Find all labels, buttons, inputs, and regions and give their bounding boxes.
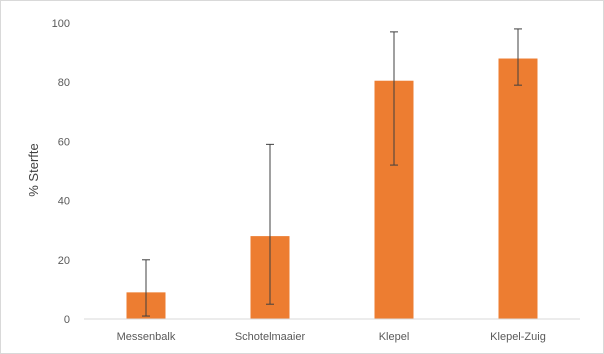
error-bar — [390, 31, 398, 166]
x-tick-label: Schotelmaaier — [235, 331, 306, 343]
y-tick-label: 20 — [58, 255, 70, 267]
error-bar — [266, 143, 274, 305]
y-tick-label: 40 — [58, 196, 70, 208]
y-tick-label: 0 — [64, 314, 70, 326]
x-tick-label: Klepel — [379, 331, 410, 343]
y-tick-labels: 0 20 40 60 80 100 — [52, 18, 70, 326]
x-tick-label: Messenbalk — [117, 331, 176, 343]
bar — [498, 58, 538, 320]
error-bar — [142, 259, 150, 317]
y-tick-label: 100 — [52, 18, 70, 30]
error-bar — [514, 28, 522, 86]
bars — [126, 58, 538, 320]
y-axis-label: % Sterfte — [26, 143, 41, 196]
y-tick-label: 60 — [58, 136, 70, 148]
x-tick-label: Klepel-Zuig — [490, 331, 546, 343]
x-tick-labels: Messenbalk Schotelmaaier Klepel Klepel-Zuig — [117, 331, 546, 343]
error-bars — [142, 28, 522, 317]
y-tick-label: 80 — [58, 77, 70, 89]
